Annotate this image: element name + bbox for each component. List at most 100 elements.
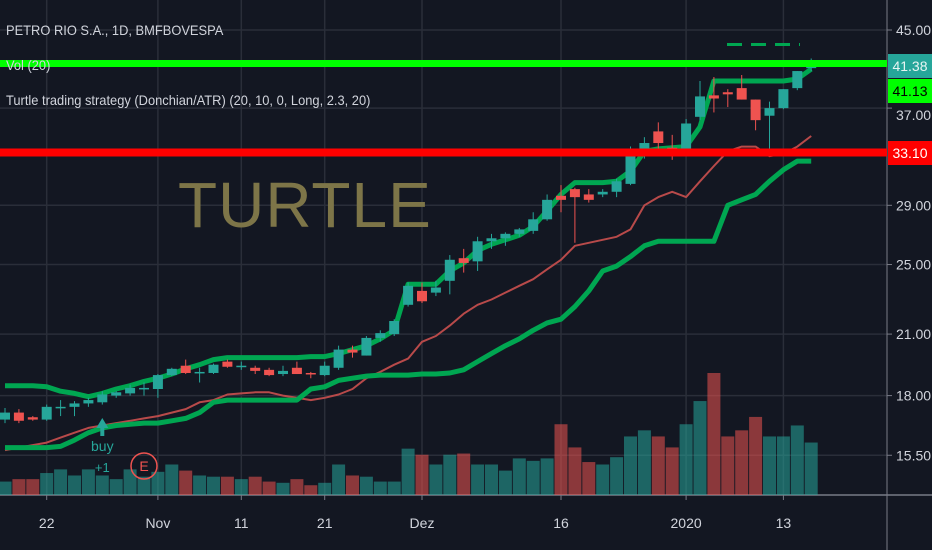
x-axis-label: Dez [410,515,435,531]
atr-stop-line [4,135,812,452]
volume-bar [40,473,54,495]
volume-bar [304,485,318,495]
candle [764,101,775,152]
candle-body [111,392,122,396]
volume-bar [693,401,707,495]
volume-bar [137,476,151,495]
candle-body [97,394,108,403]
candle-body [194,371,205,374]
symbol-title[interactable]: PETRO RIO S.A., 1D, BMFBOVESPA [6,22,224,38]
candle-body [291,367,302,375]
candle-body [125,387,136,394]
volume-bar [485,464,498,495]
candle [486,233,497,249]
candle [194,367,205,383]
candle-body [444,259,455,281]
candle-body [569,189,580,198]
candle [569,187,580,243]
candle [291,361,302,375]
candle-body [750,99,761,121]
candle-body [83,400,94,404]
candle [55,400,66,417]
candle [778,89,789,110]
volume-bar [12,479,26,495]
x-axis-label: 2020 [671,515,702,531]
volume-bar [457,453,471,495]
volume-bar [415,454,429,495]
y-axis-label: 18.00 [896,388,931,404]
volume-bar [179,470,193,495]
candle [458,248,469,273]
candle-body [139,387,149,390]
volume-indicator-label[interactable]: Vol (20) [6,57,51,73]
last-price-label: 41.38 [888,54,932,78]
volume-bar [596,464,610,495]
candle [41,404,52,421]
candle-body [305,372,316,375]
strategy-indicator-label[interactable]: Turtle trading strategy (Donchian/ATR) (… [6,92,371,108]
candle [97,391,108,405]
volume-bar [276,482,290,495]
volume-bar [26,479,40,495]
candle-body [166,368,177,376]
candle [222,359,233,368]
volume-bar [790,425,804,495]
candle-body [403,285,414,305]
buy-arrow-icon [96,418,109,436]
candle-body [736,88,747,100]
candle-body [514,229,525,234]
candle-body [180,365,191,373]
volume-bar [776,436,790,495]
candle [208,363,219,375]
volume-bar [318,482,332,495]
candle-body [41,406,52,420]
volume-bar [290,479,304,495]
candle [83,397,94,407]
candle [375,330,386,342]
volume-bar [471,464,485,495]
x-axis-label: 22 [39,515,55,531]
candle [792,71,803,91]
candle-body [361,337,372,356]
volume-bar [443,454,457,495]
candle-body [611,181,622,192]
candle-body [0,412,10,420]
candle [430,280,441,297]
candle-body [792,71,803,89]
volume-bar [68,475,81,495]
volume-bar [123,469,137,495]
candle [417,282,427,304]
volume-bar [234,479,248,495]
candle-body [625,150,636,184]
x-axis-label: 11 [234,515,249,531]
candle-body [319,365,330,376]
volume-bar [387,481,401,495]
candle [236,361,247,370]
volume-bar [679,424,693,495]
volume-bar [220,476,234,495]
volume-bar [81,469,95,495]
candle [583,189,594,203]
candle [403,282,414,307]
candle-body [250,367,261,371]
earnings-marker-icon [130,452,158,480]
candle [736,75,747,100]
candle-body [333,349,344,368]
candle-body [264,369,275,376]
candle-body [764,108,775,116]
y-axis-label: 45.00 [896,22,931,38]
candle-body [389,321,400,335]
y-axis-label: 25.00 [896,257,931,273]
candle [750,99,761,131]
volume-bar [401,448,415,495]
candle [556,185,566,213]
candle [180,359,191,375]
volume-bar [207,476,220,495]
candle-body [152,375,163,390]
volume-bar [332,464,346,495]
volume-bar [568,447,582,495]
candle [500,232,511,246]
volume-bar [554,424,568,495]
candle-body [458,258,469,263]
